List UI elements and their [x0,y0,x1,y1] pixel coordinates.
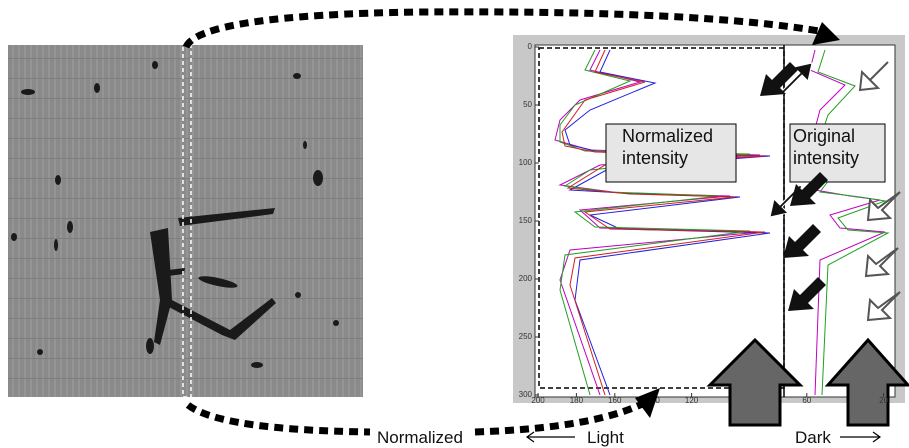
bottom-label: Normalized [377,428,463,447]
y-tick-label: 200 [519,274,533,283]
y-tick-label: 50 [523,100,532,109]
intensity-plot: Normalized intensity Original intensity 0 5… [513,35,909,427]
x-tick-label: 60 [802,396,811,405]
dark-label: Dark [795,428,831,447]
y-tick-label: 300 [519,390,533,399]
x-tick-label: 180 [570,396,584,405]
y-tick-label: 0 [528,42,533,51]
light-label: Light [587,428,624,447]
normalized-label: Normalized intensity [622,126,713,168]
y-tick-label: 250 [519,332,533,341]
connector [182,8,826,436]
original-label: Original intensity [793,126,859,168]
y-tick-label: 100 [519,158,533,167]
microscopy-image [8,44,363,398]
x-tick-label: 20 [879,396,888,405]
y-tick-label: 150 [519,216,533,225]
x-tick-label: 120 [685,396,699,405]
x-tick-label: 160 [608,396,622,405]
x-tick-label: 200 [531,396,545,405]
